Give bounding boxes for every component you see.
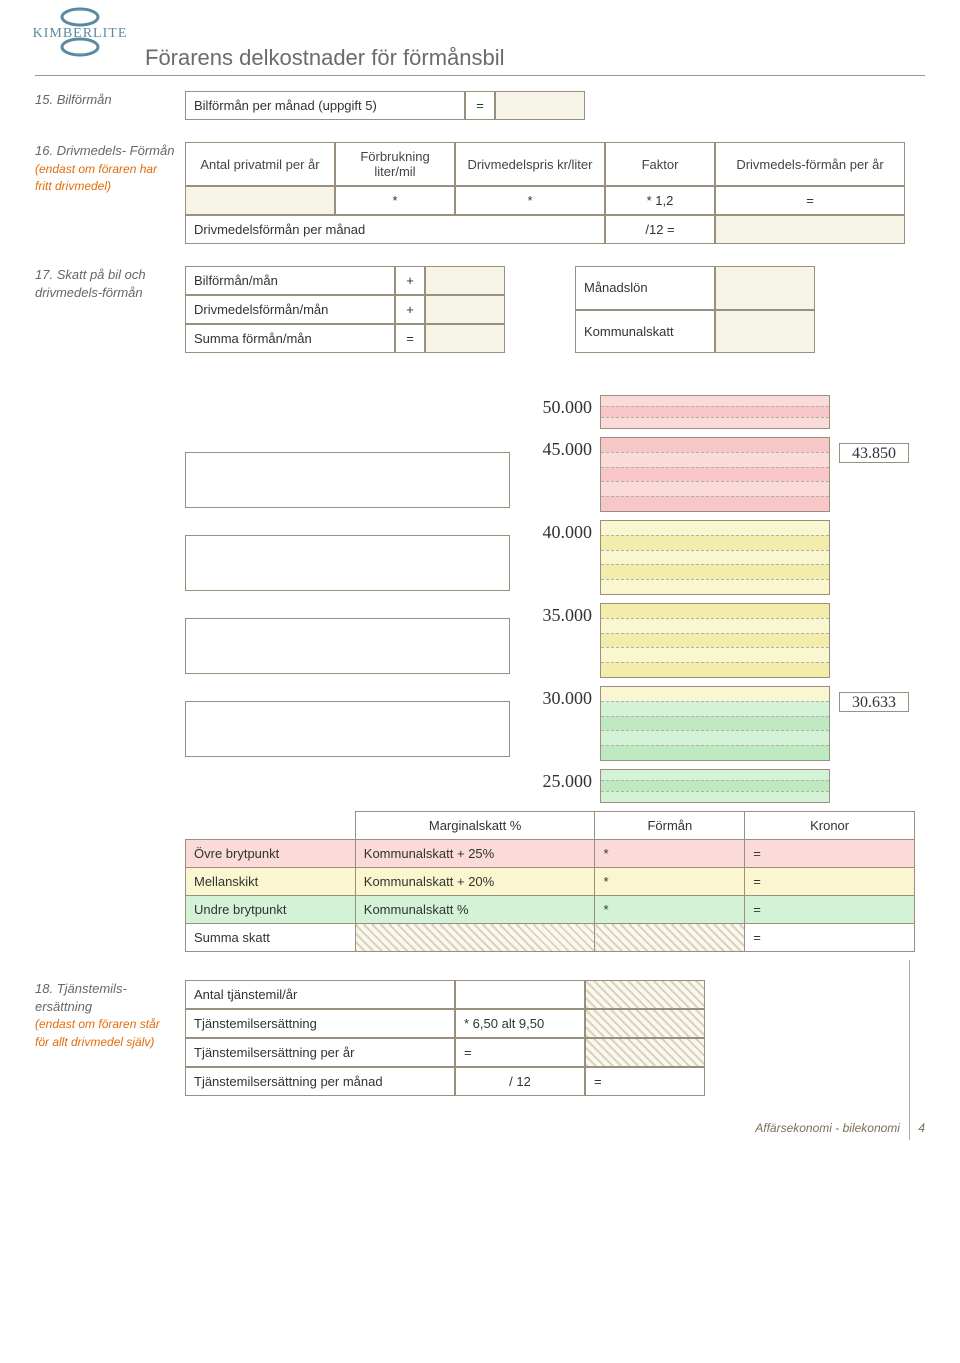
s15-op: = (465, 91, 495, 120)
badge-bot: 30.633 (839, 692, 909, 712)
s16-r2-op: /12 = (605, 215, 715, 244)
ladder-box-3[interactable] (185, 618, 510, 674)
s15-row-label: Bilförmån per månad (uppgift 5) (185, 91, 465, 120)
page-title: Förarens delkostnader för förmånsbil (145, 45, 925, 71)
s16-h1: Förbrukning liter/mil (335, 142, 455, 186)
s17l-v2[interactable] (425, 295, 505, 324)
s17l-v1[interactable] (425, 266, 505, 295)
s18-r4-l: Tjänstemilsersättning per månad (185, 1067, 455, 1096)
tick-40: 40.000 (510, 520, 600, 595)
s18-r3-v[interactable] (585, 1038, 705, 1067)
s16-h4: Drivmedels-förmån per år (715, 142, 905, 186)
tick-30: 30.000 (510, 686, 600, 761)
ladder-box-2[interactable] (185, 535, 510, 591)
vertical-rule (909, 960, 910, 1140)
logo: KIMBERLITE (20, 5, 140, 60)
section-15-label: 15. Bilförmån (35, 91, 185, 109)
s17l-r3: Summa förmån/mån (185, 324, 395, 353)
s17l-v3[interactable] (425, 324, 505, 353)
s16-r2-val[interactable] (715, 215, 905, 244)
section-17-label: 17. Skatt på bil och drivmedels-förmån (35, 266, 185, 301)
ladder-box-4[interactable] (185, 701, 510, 757)
mt-r2-rule: Kommunalskatt + 20% (355, 868, 595, 896)
footer-text: Affärsekonomi - bilekonomi (755, 1121, 900, 1135)
s16-o1: * (455, 186, 605, 215)
s18-r1-m (455, 980, 585, 1009)
mt-sum-h1 (355, 924, 595, 952)
mt-r1-f: * (595, 840, 745, 868)
s18-r4-eq: = (585, 1067, 705, 1096)
mt-r2-f: * (595, 868, 745, 896)
s18-r2-v[interactable] (585, 1009, 705, 1038)
s18-r3-m: = (455, 1038, 585, 1067)
s18-table: Antal tjänstemil/år Tjänstemilsersättnin… (185, 980, 705, 1096)
mt-h3: Kronor (745, 812, 915, 840)
marginal-tax-table: Marginalskatt % Förmån Kronor Övre brytp… (185, 811, 925, 952)
mt-r1-rule: Kommunalskatt + 25% (355, 840, 595, 868)
s16-h3: Faktor (605, 142, 715, 186)
mt-h1: Marginalskatt % (355, 812, 595, 840)
s18-r1-l: Antal tjänstemil/år (185, 980, 455, 1009)
s17r-v1[interactable] (715, 266, 815, 310)
s17r-r2: Kommunalskatt (575, 310, 715, 354)
tick-45: 45.000 (510, 437, 600, 512)
s15-value[interactable] (495, 91, 585, 120)
section-18-label: 18. Tjänstemils-ersättning (endast om fö… (35, 980, 185, 1050)
s18-r1-v[interactable] (585, 980, 705, 1009)
mt-h2: Förmån (595, 812, 745, 840)
mt-sum-l: Summa skatt (186, 924, 356, 952)
s17l-r1: Bilförmån/mån (185, 266, 395, 295)
ladder-box-1[interactable] (185, 452, 510, 508)
s16-v0[interactable] (185, 186, 335, 215)
mt-r2-r: = (745, 868, 915, 896)
mt-r3-f: * (595, 896, 745, 924)
s18-r2-m: * 6,50 alt 9,50 (455, 1009, 585, 1038)
s18-r3-l: Tjänstemilsersättning per år (185, 1038, 455, 1067)
s16-h0: Antal privatmil per år (185, 142, 335, 186)
tick-25: 25.000 (510, 769, 600, 803)
s18-r2-l: Tjänstemilsersättning (185, 1009, 455, 1038)
s16-h2: Drivmedelspris kr/liter (455, 142, 605, 186)
mt-r1-r: = (745, 840, 915, 868)
s15-table: Bilförmån per månad (uppgift 5) = (185, 91, 585, 120)
mt-r3-r: = (745, 896, 915, 924)
badge-top: 43.850 (839, 443, 909, 463)
mt-r3-l: Undre brytpunkt (186, 896, 356, 924)
mt-r2-l: Mellanskikt (186, 868, 356, 896)
tick-35: 35.000 (510, 603, 600, 678)
footer-page: 4 (918, 1121, 925, 1135)
s16-table: Antal privatmil per år Förbrukning liter… (185, 142, 905, 244)
s18-r4-m: / 12 (455, 1067, 585, 1096)
s16-o0: * (335, 186, 455, 215)
s16-o3: = (715, 186, 905, 215)
s17r-v2[interactable] (715, 310, 815, 354)
title-rule (35, 75, 925, 76)
s17r-r1: Månadslön (575, 266, 715, 310)
mt-r1-l: Övre brytpunkt (186, 840, 356, 868)
s16-o2: * 1,2 (605, 186, 715, 215)
mt-r3-rule: Kommunalskatt % (355, 896, 595, 924)
footer: Affärsekonomi - bilekonomi 4 (35, 1121, 925, 1135)
logo-text: KIMBERLITE (33, 26, 128, 41)
s16-r2-label: Drivmedelsförmån per månad (185, 215, 605, 244)
s17l-r2: Drivmedelsförmån/mån (185, 295, 395, 324)
s17-right-table: Månadslön Kommunalskatt (575, 266, 815, 353)
section-16-label: 16. Drivmedels- Förmån (endast om förare… (35, 142, 185, 195)
mt-sum-h2 (595, 924, 745, 952)
s17-left-table: Bilförmån/mån + Drivmedelsförmån/mån + S… (185, 266, 505, 353)
mt-sum-op: = (745, 924, 915, 952)
tax-ladder: 50.000 45.000 43.850 40.000 35.000 (185, 395, 925, 803)
tick-50: 50.000 (510, 395, 600, 429)
